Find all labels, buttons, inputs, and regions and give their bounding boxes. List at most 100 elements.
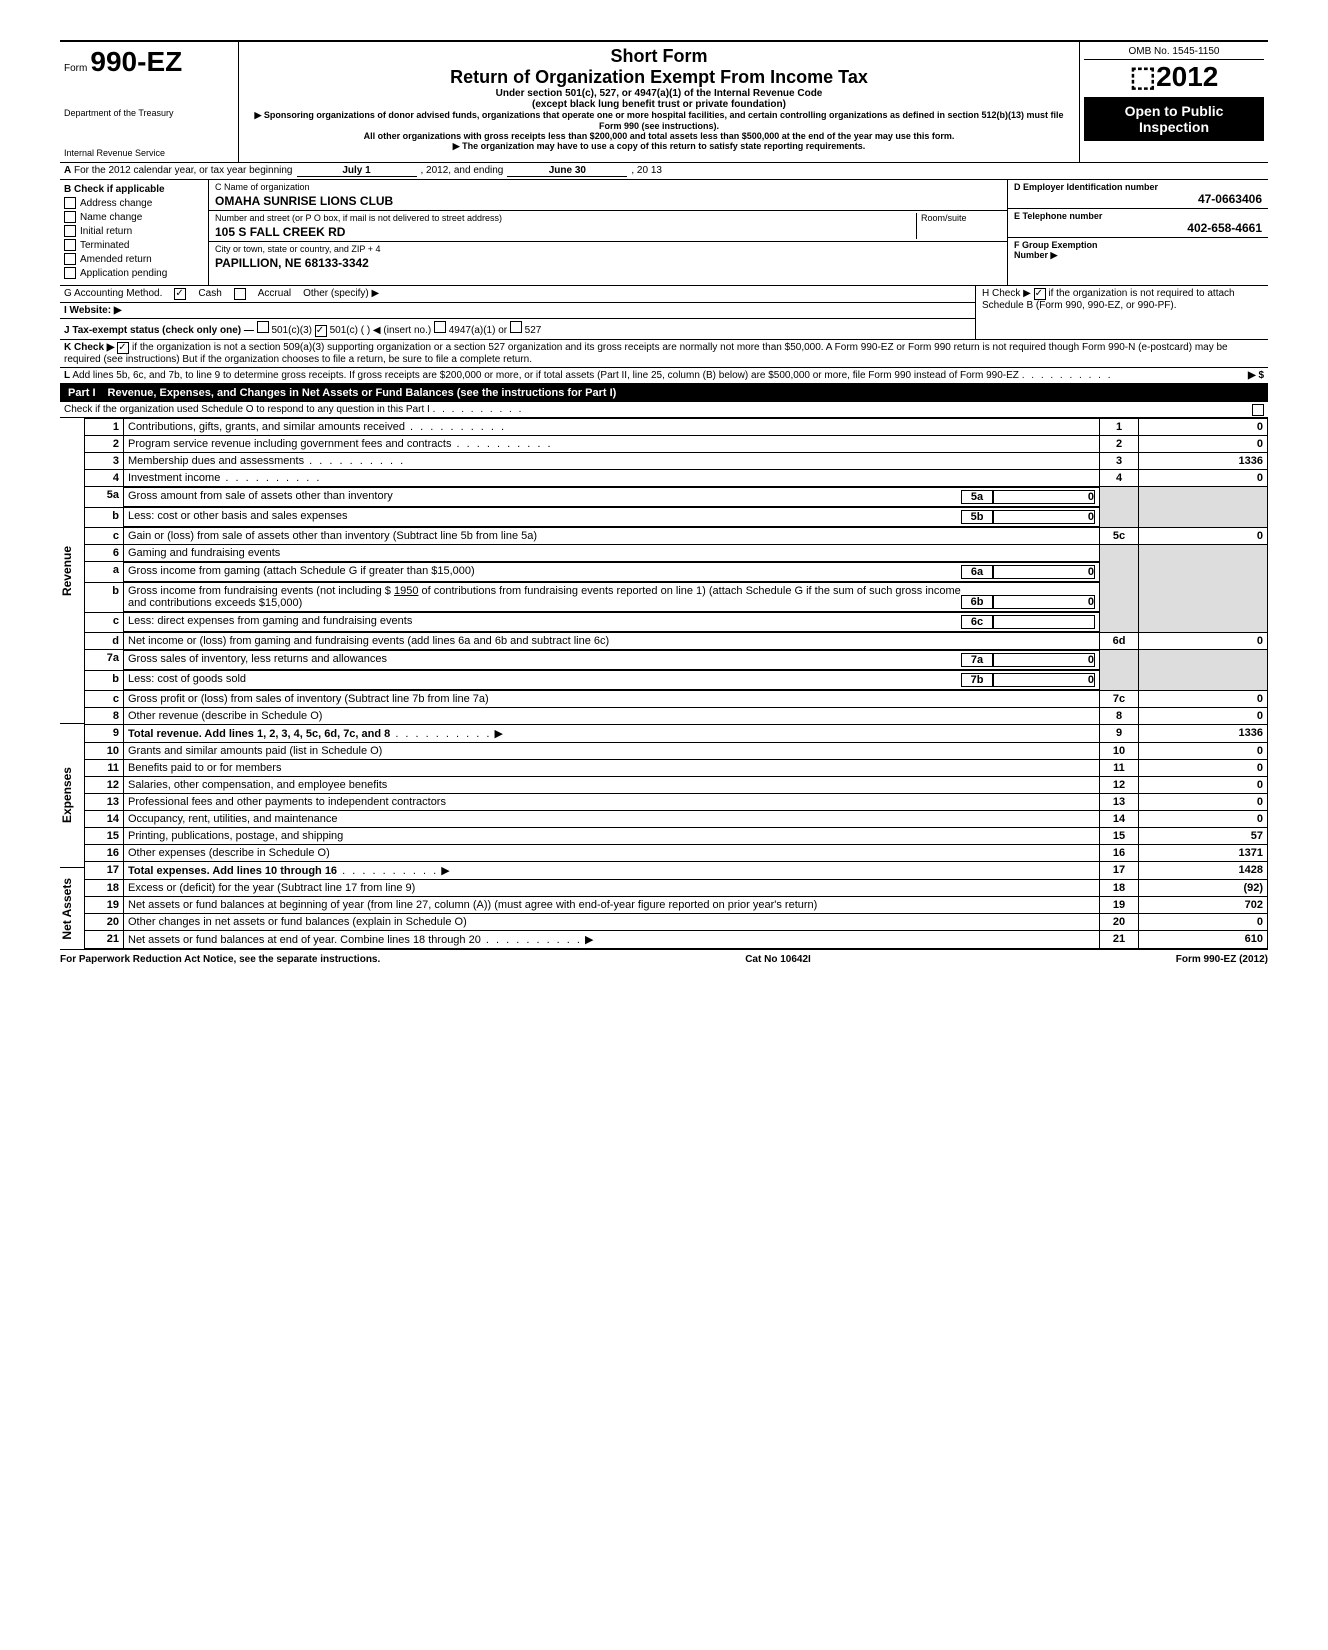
chk-amended-return[interactable] (64, 253, 76, 265)
line-1: 1Contributions, gifts, grants, and simil… (85, 419, 1268, 436)
chk-address-change[interactable] (64, 197, 76, 209)
addr-lbl: Number and street (or P O box, if mail i… (215, 213, 916, 223)
group-exemption-lbl2: Number ▶ (1014, 250, 1262, 261)
chk-schedule-b-not-required[interactable] (1034, 288, 1046, 300)
chk-accrual[interactable] (234, 288, 246, 300)
amt-5b[interactable]: 0 (993, 510, 1095, 524)
amt-7a[interactable]: 0 (993, 653, 1095, 667)
chk-name-change[interactable] (64, 211, 76, 223)
part1-check-text: Check if the organization used Schedule … (64, 404, 430, 415)
amt-8[interactable]: 0 (1139, 708, 1268, 725)
part1-label: Part I (68, 387, 96, 399)
amt-13[interactable]: 0 (1139, 794, 1268, 811)
section-bcde: B Check if applicable Address change Nam… (60, 180, 1268, 286)
org-name-val[interactable]: OMAHA SUNRISE LIONS CLUB (215, 194, 1001, 208)
line-17: 17Total expenses. Add lines 10 through 1… (85, 862, 1268, 880)
amt-9[interactable]: 1336 (1139, 725, 1268, 743)
row-h-text: H Check ▶ (982, 288, 1031, 299)
row-l-text: Add lines 5b, 6c, and 7b, to line 9 to d… (72, 370, 1019, 381)
line-12: 12Salaries, other compensation, and empl… (85, 777, 1268, 794)
row-k: K Check ▶ if the organization is not a s… (60, 339, 1268, 368)
lbl-application-pending: Application pending (80, 268, 167, 279)
return-title: Return of Organization Exempt From Incom… (247, 67, 1071, 88)
amt-6b[interactable]: 0 (993, 595, 1095, 609)
line-6d: dNet income or (loss) from gaming and fu… (85, 633, 1268, 650)
amt-7b[interactable]: 0 (993, 673, 1095, 687)
row-a-text: For the 2012 calendar year, or tax year … (74, 165, 292, 177)
amt-10[interactable]: 0 (1139, 743, 1268, 760)
chk-row-k[interactable] (117, 342, 129, 354)
chk-schedule-o[interactable] (1252, 404, 1264, 416)
amt-14[interactable]: 0 (1139, 811, 1268, 828)
amt-15[interactable]: 57 (1139, 828, 1268, 845)
lbl-accrual: Accrual (258, 288, 291, 300)
amt-4[interactable]: 0 (1139, 470, 1268, 487)
addr-val[interactable]: 105 S FALL CREEK RD (215, 225, 916, 239)
row-j: J Tax-exempt status (check only one) — 5… (60, 319, 975, 339)
row-k-text: if the organization is not a section 509… (64, 342, 1228, 365)
chk-501c3[interactable] (257, 321, 269, 333)
lbl-address-change: Address change (80, 198, 152, 209)
amt-19[interactable]: 702 (1139, 897, 1268, 914)
chk-527[interactable] (510, 321, 522, 333)
line-15: 15Printing, publications, postage, and s… (85, 828, 1268, 845)
row-l-arrow: ▶ $ (1248, 370, 1264, 381)
amt-5a[interactable]: 0 (993, 490, 1095, 504)
row-g-label: G Accounting Method. (64, 288, 162, 300)
amt-6a[interactable]: 0 (993, 565, 1095, 579)
rows-ghij: G Accounting Method. Cash Accrual Other … (60, 286, 1268, 339)
amt-1[interactable]: 0 (1139, 419, 1268, 436)
line-7b: bLess: cost of goods sold7b0 (85, 670, 1268, 691)
amt-16[interactable]: 1371 (1139, 845, 1268, 862)
col-de: D Employer Identification number 47-0663… (1007, 180, 1268, 285)
year: 2012 (1156, 61, 1218, 92)
chk-4947[interactable] (434, 321, 446, 333)
amt-20[interactable]: 0 (1139, 914, 1268, 931)
amt-6d[interactable]: 0 (1139, 633, 1268, 650)
phone-val[interactable]: 402-658-4661 (1014, 221, 1262, 235)
amt-7c[interactable]: 0 (1139, 691, 1268, 708)
subtitle1: Under section 501(c), 527, or 4947(a)(1)… (247, 88, 1071, 99)
amt-2[interactable]: 0 (1139, 436, 1268, 453)
amt-6c[interactable] (993, 615, 1095, 629)
col-b: B Check if applicable Address change Nam… (60, 180, 209, 285)
lines-table: 1Contributions, gifts, grants, and simil… (85, 418, 1268, 949)
chk-501c[interactable] (315, 325, 327, 337)
lbl-terminated: Terminated (80, 240, 129, 251)
amt-12[interactable]: 0 (1139, 777, 1268, 794)
amt-17[interactable]: 1428 (1139, 862, 1268, 880)
chk-cash[interactable] (174, 288, 186, 300)
website-lbl: I Website: ▶ (64, 305, 122, 316)
line-18: 18Excess or (deficit) for the year (Subt… (85, 880, 1268, 897)
part1-header: Part I Revenue, Expenses, and Changes in… (60, 384, 1268, 402)
row-l-label: L (64, 370, 70, 381)
line-9: 9Total revenue. Add lines 1, 2, 3, 4, 5c… (85, 725, 1268, 743)
ein-val[interactable]: 47-0663406 (1014, 192, 1262, 206)
tax-year-end[interactable]: June 30 (507, 165, 627, 177)
room-lbl: Room/suite (921, 213, 967, 223)
tax-year-begin[interactable]: July 1 (297, 165, 417, 177)
amt-5c[interactable]: 0 (1139, 528, 1268, 545)
amt-11[interactable]: 0 (1139, 760, 1268, 777)
amt-3[interactable]: 1336 (1139, 453, 1268, 470)
part1-title: Revenue, Expenses, and Changes in Net As… (108, 387, 617, 399)
amt-21[interactable]: 610 (1139, 931, 1268, 949)
line-16: 16Other expenses (describe in Schedule O… (85, 845, 1268, 862)
line-11: 11Benefits paid to or for members110 (85, 760, 1268, 777)
line-4: 4Investment income40 (85, 470, 1268, 487)
chk-initial-return[interactable] (64, 225, 76, 237)
lbl-initial-return: Initial return (80, 226, 132, 237)
amt-6b-contrib[interactable]: 1950 (394, 585, 418, 597)
chk-application-pending[interactable] (64, 267, 76, 279)
col-b-hdr: B Check if applicable (64, 184, 204, 195)
title-box: Short Form Return of Organization Exempt… (239, 42, 1079, 162)
line-7a: 7aGross sales of inventory, less returns… (85, 650, 1268, 671)
chk-terminated[interactable] (64, 239, 76, 251)
note1: ▶ Sponsoring organizations of donor advi… (247, 110, 1071, 131)
amt-18[interactable]: (92) (1139, 880, 1268, 897)
side-revenue: Revenue (60, 546, 84, 596)
open-public: Open to Public Inspection (1084, 97, 1264, 141)
city-val[interactable]: PAPILLION, NE 68133-3342 (215, 256, 1001, 270)
side-netassets: Net Assets (60, 878, 84, 940)
lbl-cash: Cash (198, 288, 221, 300)
